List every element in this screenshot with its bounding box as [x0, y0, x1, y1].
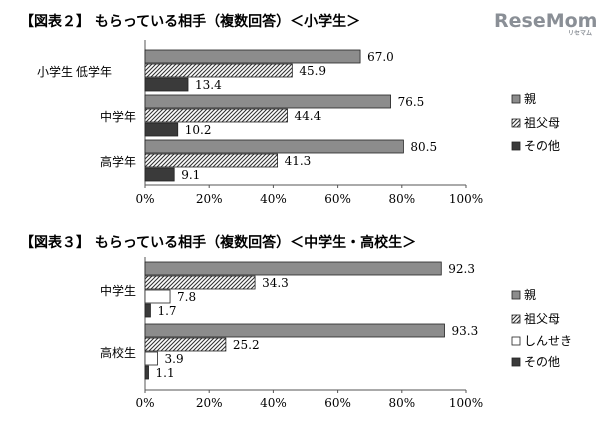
x-tick-label: 100%	[449, 396, 483, 410]
bar-grandparents	[144, 275, 256, 290]
category-label: 高学年	[100, 154, 136, 169]
legend-label: 祖父母	[524, 115, 560, 130]
data-label: 92.3	[448, 262, 475, 276]
x-tick-label: 0%	[135, 396, 154, 410]
data-label: 80.5	[410, 140, 437, 154]
chart-title: 【図表２】 もらっている相手（複数回答）＜小学生＞	[20, 13, 360, 30]
data-label: 3.9	[165, 352, 184, 366]
data-label: 67.0	[367, 50, 394, 64]
category-label: 中学生	[100, 283, 136, 298]
category-label: 高校生	[100, 345, 136, 360]
bar-other	[144, 167, 175, 182]
bar-relatives	[144, 289, 171, 304]
x-tick-label: 40%	[260, 192, 287, 206]
charts-layer: 【図表２】 もらっている相手（複数回答）＜小学生＞ 0% 20% 40% 60% 80% 1…	[20, 13, 572, 410]
legend-swatch-relatives	[511, 336, 521, 346]
x-tick-label: 60%	[324, 192, 351, 206]
legend-swatch-parents	[511, 94, 521, 104]
category-super-label: 小学生	[37, 64, 73, 79]
x-tick-label: 80%	[388, 192, 415, 206]
data-label: 45.9	[299, 64, 326, 78]
bar-parents	[144, 261, 442, 276]
data-label: 34.3	[262, 276, 289, 290]
bar-parents	[144, 323, 445, 338]
x-tick-label: 40%	[260, 396, 287, 410]
category-label: 中学年	[100, 109, 136, 124]
x-tick-label: 0%	[135, 192, 154, 206]
bar-grandparents	[144, 153, 278, 168]
data-label: 1.1	[156, 366, 175, 380]
bar-other	[144, 77, 189, 92]
bar-parents	[144, 139, 404, 154]
bar-other	[144, 303, 151, 318]
legend-label: 親	[524, 92, 536, 106]
data-label: 13.4	[195, 78, 222, 92]
bar-grandparents	[144, 337, 227, 352]
data-label: 10.2	[185, 123, 212, 137]
x-tick-label: 20%	[196, 192, 223, 206]
legend-swatch-other	[511, 357, 521, 367]
legend-label: 親	[524, 288, 536, 302]
data-label: 7.8	[177, 290, 196, 304]
category-label: 低学年	[76, 64, 112, 79]
chart-title: 【図表３】 もらっている相手（複数回答）＜中学生・高校生＞	[20, 234, 416, 251]
x-tick-label: 60%	[324, 396, 351, 410]
data-label: 44.4	[295, 109, 322, 123]
data-label: 1.7	[157, 304, 176, 318]
bar-grandparents	[144, 108, 288, 123]
data-label: 9.1	[181, 168, 200, 182]
bar-grandparents	[144, 63, 293, 78]
data-label: 25.2	[233, 338, 260, 352]
data-label: 41.3	[285, 154, 312, 168]
data-label: 93.3	[451, 324, 478, 338]
x-tick-label: 80%	[388, 396, 415, 410]
logo-text: ReseMom	[494, 10, 597, 32]
legend-label: 祖父母	[524, 311, 560, 326]
legend-label: その他	[524, 355, 560, 369]
legend-swatch-other	[511, 141, 521, 151]
bar-parents	[144, 94, 391, 109]
x-tick-label: 20%	[196, 396, 223, 410]
legend-swatch-parents	[511, 290, 521, 300]
bar-other	[144, 122, 179, 137]
bar-parents	[144, 49, 361, 64]
legend-swatch-grandparents	[511, 314, 521, 324]
x-tick-label: 100%	[449, 192, 483, 206]
resemom-logo: ReseMom リセマム	[494, 10, 597, 37]
legend-label: その他	[524, 139, 560, 153]
bar-relatives	[144, 351, 158, 366]
logo-subtext: リセマム	[568, 30, 592, 37]
legend-swatch-grandparents	[511, 118, 521, 128]
legend-label: しんせき	[524, 334, 572, 348]
bar-other	[144, 365, 149, 380]
data-label: 76.5	[398, 95, 425, 109]
